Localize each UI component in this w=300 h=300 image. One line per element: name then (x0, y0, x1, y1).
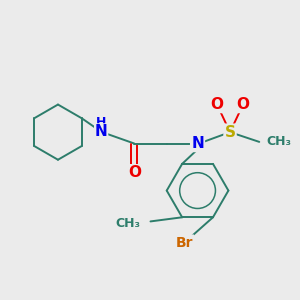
Text: O: O (128, 165, 141, 180)
Text: N: N (95, 124, 107, 139)
Text: O: O (236, 97, 250, 112)
Text: O: O (211, 97, 224, 112)
Text: S: S (224, 124, 236, 140)
Text: CH₃: CH₃ (115, 217, 140, 230)
Text: N: N (191, 136, 204, 151)
Text: H: H (96, 116, 106, 129)
Text: CH₃: CH₃ (266, 135, 291, 148)
Text: Br: Br (176, 236, 193, 250)
